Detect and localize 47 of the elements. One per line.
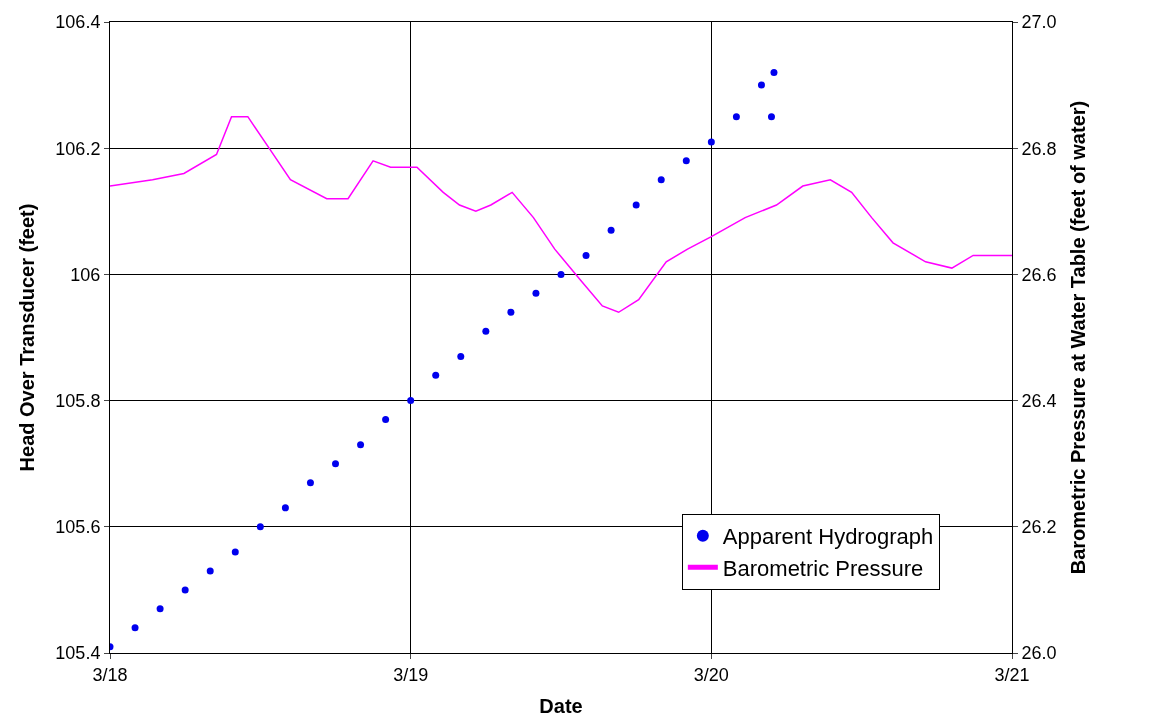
point xyxy=(557,270,565,278)
y2-tick-label: 26.6 xyxy=(1021,264,1057,285)
point xyxy=(507,308,515,316)
y2-tick-label: 26.0 xyxy=(1021,643,1057,664)
point xyxy=(432,371,440,379)
point xyxy=(231,548,239,556)
y2-tick-label: 27.0 xyxy=(1021,12,1057,33)
point xyxy=(156,605,164,613)
point xyxy=(306,479,314,487)
point xyxy=(357,441,365,449)
point xyxy=(181,586,189,594)
x-tick-label: 3/19 xyxy=(393,664,429,685)
point xyxy=(206,567,214,575)
y2-tick-label: 26.2 xyxy=(1021,517,1057,538)
legend-label: Apparent Hydrograph xyxy=(722,524,934,550)
point xyxy=(657,176,665,184)
point xyxy=(757,81,765,89)
point xyxy=(407,397,415,405)
y2-axis-title: Barometric Pressure at Water Table (feet of water) xyxy=(1067,100,1090,575)
y-tick-label: 106 xyxy=(70,264,101,285)
y-tick-label: 105.8 xyxy=(55,390,101,411)
x-tick-label: 3/18 xyxy=(92,664,128,685)
point xyxy=(707,138,715,146)
point xyxy=(281,504,289,512)
y2-tick-label: 26.4 xyxy=(1021,390,1057,411)
point xyxy=(632,201,640,209)
legend-label: Barometric Pressure xyxy=(722,555,924,581)
x-axis-title: Date xyxy=(539,695,583,718)
y-axis-title: Head Over Transducer (feet) xyxy=(15,203,38,472)
point xyxy=(457,352,465,360)
point xyxy=(332,460,339,468)
x-tick-label: 3/20 xyxy=(693,664,729,685)
y-tick-label: 106.2 xyxy=(55,138,101,159)
point xyxy=(131,624,139,632)
y-tick-label: 105.6 xyxy=(55,517,101,538)
point xyxy=(382,416,390,424)
y-tick-label: 105.4 xyxy=(55,643,101,664)
x-tick-label: 3/21 xyxy=(994,664,1030,685)
y-tick-label: 106.4 xyxy=(55,12,101,33)
point xyxy=(732,113,740,121)
point xyxy=(482,327,490,335)
point xyxy=(532,289,540,297)
y2-tick-label: 26.8 xyxy=(1021,138,1057,159)
point xyxy=(582,251,590,259)
point xyxy=(682,157,690,165)
point xyxy=(256,523,264,531)
point xyxy=(607,226,615,234)
